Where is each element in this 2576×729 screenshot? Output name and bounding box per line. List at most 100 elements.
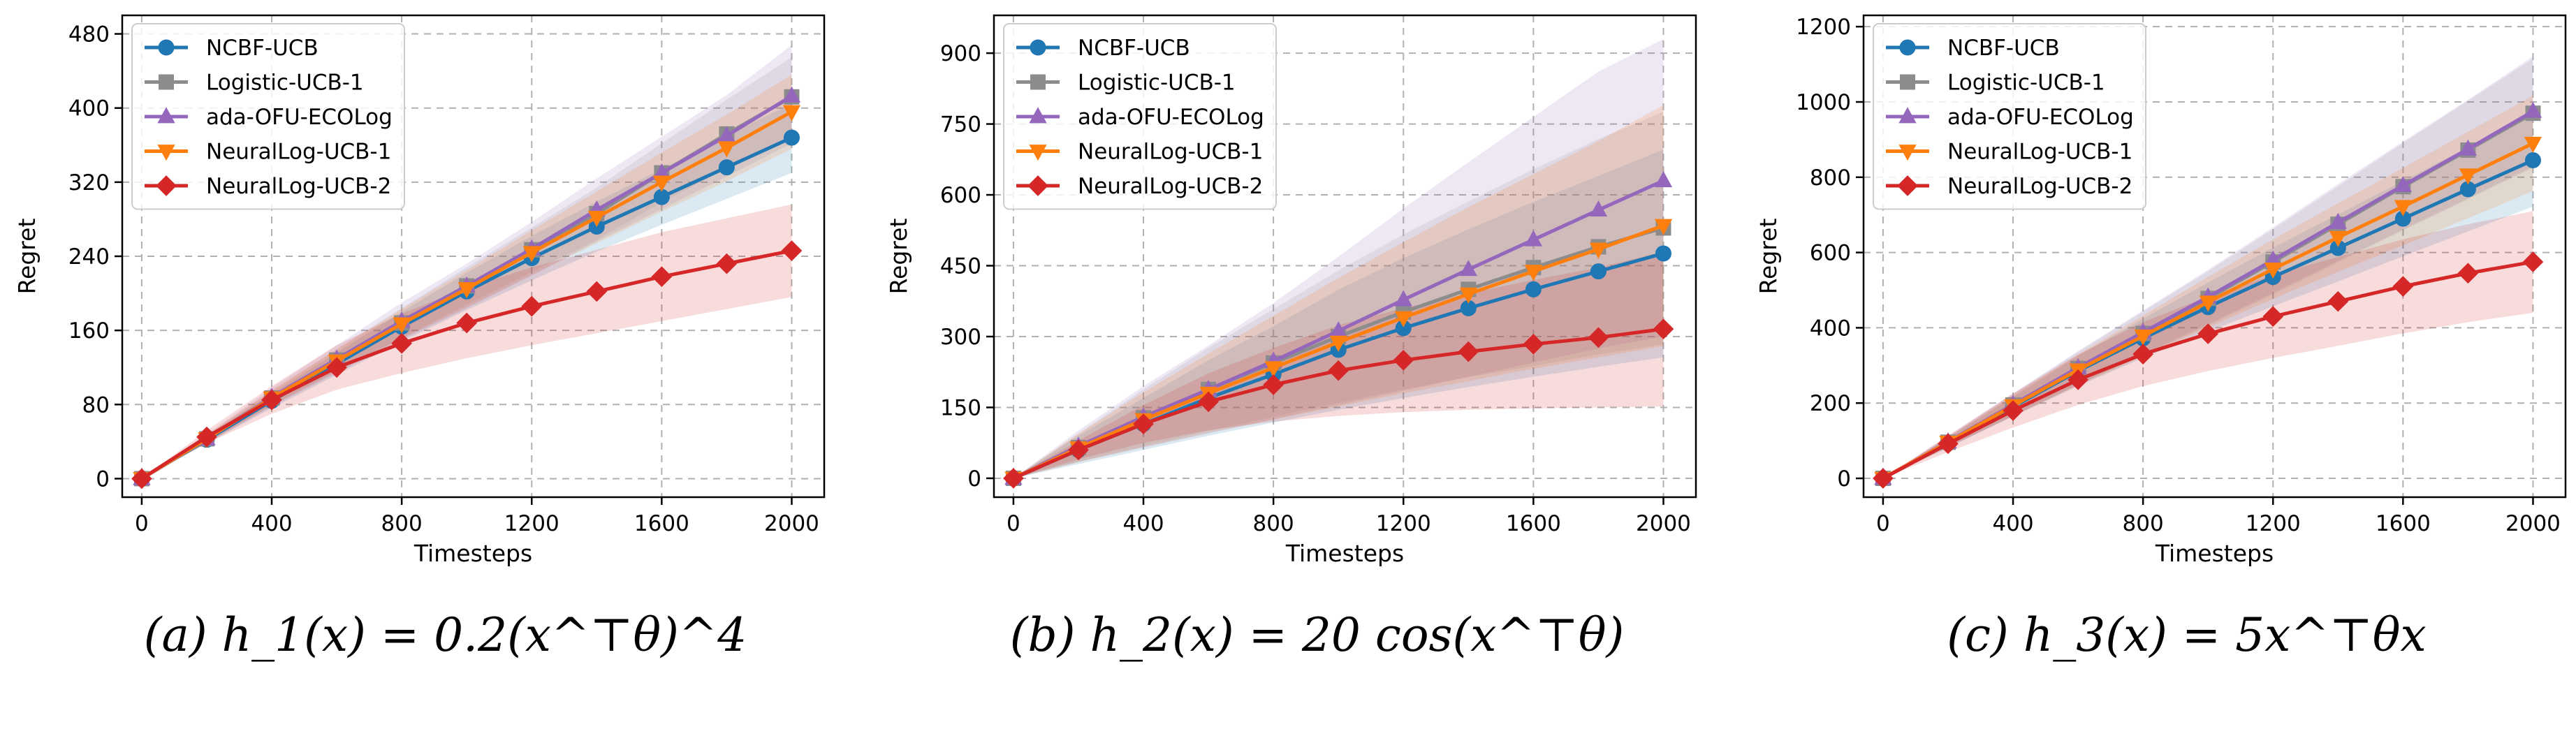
data-point [782,105,801,122]
chart-panel-2: 0 400 800 1200 1600 2000 0 150 300 450 600 750 900 Ti… [885,14,1697,662]
legend-marker [1900,74,1915,90]
data-point [1263,374,1284,395]
confidence-band [1013,112,1664,478]
legend-marker [1898,107,1917,124]
y-tick-label: 800 [1810,165,1851,191]
data-point [196,426,217,448]
y-tick-label: 200 [1810,391,1851,416]
legend-marker [1029,145,1047,161]
data-point [2457,263,2479,284]
data-point [1329,335,1347,352]
data-point [2524,152,2541,169]
data-point [1003,468,1024,489]
y-tick-label: 1200 [1796,15,1851,40]
legend-label: NCBF-UCB [1947,36,2060,61]
data-point [1589,242,1608,259]
y-tick-label: 240 [68,244,110,270]
legend-label: NeuralLog-UCB-1 [1947,140,2132,165]
data-point [1654,219,1673,235]
data-point [2199,295,2217,312]
x-tick-label: 800 [1253,511,1294,536]
legend-marker [1897,175,1918,196]
data-point [458,282,476,299]
y-tick-label: 320 [68,170,110,196]
legend-marker [1899,39,1916,56]
data-point [1524,265,1543,281]
confidence-band [1882,211,2533,479]
data-point [2132,344,2153,365]
data-point [326,357,347,378]
legend-label: NCBF-UCB [206,36,319,61]
legend-label: ada-OFU-ECOLog [1947,105,2134,130]
legend-label: Logistic-UCB-1 [1078,71,1236,96]
legend: NCBF-UCB Logistic-UCB-1 ada-OFU-ECOLog Neur… [1003,23,1277,210]
legend-label: ada-OFU-ECOLog [1078,105,1264,130]
y-tick-label: 160 [68,318,110,344]
data-point [652,175,671,192]
legend-marker [157,107,175,124]
data-point [1655,245,1671,262]
data-point [1393,349,1414,371]
data-point [521,295,543,317]
legend-marker [1030,74,1046,90]
y-tick-label: 400 [68,96,110,122]
panel-caption: (b) h_2(x) = 20 cos(x^⊤θ) [1010,608,1625,662]
x-tick-label: 1600 [2376,511,2431,536]
data-point [2329,230,2347,247]
data-point [1068,439,1089,461]
y-tick-label: 600 [940,183,981,208]
confidence-band [1013,105,1664,478]
data-point [1588,327,1609,348]
data-point [1459,287,1477,304]
y-tick-label: 300 [940,325,981,350]
data-point [652,163,671,179]
legend-label: NeuralLog-UCB-1 [1078,140,1263,165]
x-tick-label: 400 [1992,511,2033,536]
x-tick-label: 1200 [504,511,559,536]
y-tick-label: 80 [82,392,110,418]
legend-label: NeuralLog-UCB-2 [206,174,391,199]
legend: NCBF-UCB Logistic-UCB-1 ada-OFU-ECOLog Neur… [131,23,405,210]
y-tick-label: 1000 [1796,90,1851,115]
x-tick-label: 2000 [764,511,819,536]
data-point [522,246,541,263]
data-point [651,266,673,288]
data-point [2262,306,2284,327]
data-point [131,468,152,489]
legend-marker [157,145,175,161]
data-point [1525,281,1542,297]
legend-marker [158,39,175,56]
data-point [391,332,412,354]
y-tick-label: 480 [68,22,110,47]
legend-marker [1030,39,1046,56]
y-tick-label: 400 [1810,316,1851,341]
legend-label: NeuralLog-UCB-2 [1078,174,1263,199]
data-point [2459,139,2478,156]
data-point [782,86,801,103]
legend-label: Logistic-UCB-1 [1947,71,2105,96]
x-tick-label: 0 [1876,511,1890,536]
data-point [456,312,478,334]
y-tick-label: 900 [940,41,981,66]
data-point [1873,468,1894,489]
data-point [2394,200,2413,216]
data-point [1394,311,1412,327]
data-point [1329,321,1347,338]
legend-box [131,23,405,210]
plot-frame [993,14,1697,499]
chart-panel-3: 0 400 800 1200 1600 2000 0 200 400 600 800 1000 1200… [1755,14,2567,662]
y-axis-label: Regret [885,219,912,295]
legend-marker [1029,107,1047,124]
data-point [2522,251,2544,272]
data-point [2134,329,2152,346]
panel-caption: (a) h_1(x) = 0.2(x^⊤θ)^4 [144,608,747,662]
x-tick-label: 1600 [634,511,689,536]
y-axis-label: Regret [13,219,41,295]
data-point [2068,369,2088,390]
x-axis-label: Timesteps [1285,540,1404,567]
data-point [718,159,735,176]
data-point [2459,168,2478,185]
panel-caption: (c) h_3(x) = 5x^⊤θx [1947,608,2426,662]
legend-box [1003,23,1277,210]
